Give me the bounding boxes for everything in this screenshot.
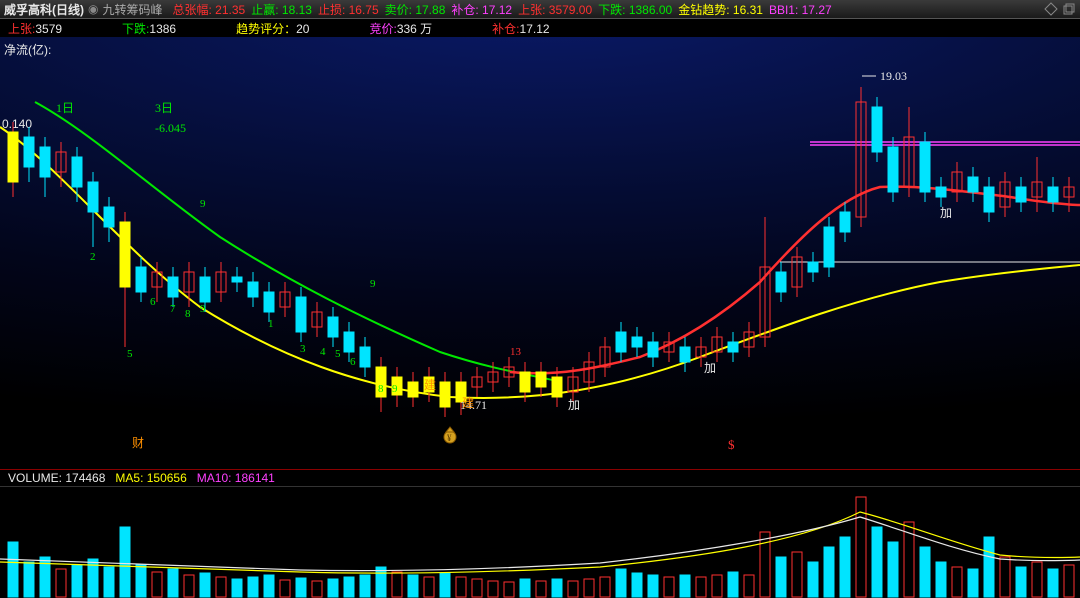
svg-text:1日: 1日	[56, 101, 74, 115]
svg-text:19.03: 19.03	[880, 69, 907, 83]
header-metric-value: 16.75	[345, 3, 378, 17]
header-metric-value: 17.88	[412, 3, 445, 17]
svg-text:建: 建	[462, 396, 474, 410]
header-metric-value: 1386.00	[626, 3, 673, 17]
header-metric-label: 卖价:	[385, 3, 412, 17]
svg-text:加: 加	[568, 398, 580, 412]
volume-header: VOLUME: 174468 MA5: 150656 MA10: 186141	[0, 469, 1080, 487]
svg-text:¥: ¥	[447, 433, 452, 443]
title-bar: 威孚高科(日线) ◉ 九转筹码峰 总张幅: 21.35止赢: 18.13止损: …	[0, 0, 1080, 19]
header-metric-label: 止损:	[318, 3, 345, 17]
indicator-name: 九转筹码峰	[102, 1, 162, 18]
svg-text:8: 8	[378, 383, 384, 395]
svg-text:加: 加	[940, 206, 952, 220]
header-metric-value: 3579.00	[545, 3, 592, 17]
svg-text:8: 8	[185, 308, 191, 320]
diamond-icon[interactable]	[1044, 2, 1058, 16]
sub-indicator-row: 上张:3579 下跌:1386 趋势评分：20 竞价:336 万 补仓:17.12	[0, 19, 1080, 37]
header-metric-value: 16.31	[730, 3, 763, 17]
svg-text:5: 5	[127, 348, 133, 360]
subrow-item: 趋势评分：20	[236, 20, 309, 37]
header-metric-label: 下跌:	[598, 3, 625, 17]
svg-text:加: 加	[704, 361, 716, 375]
header-metric-label: 总张幅:	[173, 3, 212, 17]
svg-text:4: 4	[320, 346, 326, 358]
dot-icon: ◉	[88, 2, 98, 16]
svg-text:5: 5	[335, 348, 341, 360]
header-metric-label: 止赢:	[251, 3, 278, 17]
subrow-item: 补仓:17.12	[492, 20, 549, 37]
subrow-item: 下跌:1386	[122, 20, 176, 37]
subrow-item: 竞价:336 万	[369, 20, 432, 37]
svg-text:6: 6	[150, 296, 156, 308]
subrow-item: 上张:3579	[8, 20, 62, 37]
svg-text:9: 9	[370, 278, 376, 290]
header-metric-label: 上张:	[518, 3, 545, 17]
svg-text:2: 2	[90, 251, 96, 263]
svg-text:$: $	[728, 437, 735, 452]
header-metric-label: 金钻趋势:	[678, 3, 729, 17]
volume-metric: MA5: 150656	[115, 471, 186, 485]
svg-text:9: 9	[392, 383, 398, 395]
svg-text:-6.045: -6.045	[155, 121, 186, 135]
main-candlestick-chart[interactable]: 净流(亿): 0.140 1日3日-6.04519.0314.71加加加建建财$…	[0, 37, 1080, 469]
svg-text:13: 13	[510, 346, 522, 358]
header-metric-label: BBI1:	[769, 3, 798, 17]
svg-text:1: 1	[268, 318, 274, 330]
svg-text:9: 9	[200, 198, 206, 210]
svg-text:3: 3	[300, 343, 306, 355]
stock-name: 威孚高科(日线)	[4, 1, 84, 18]
header-metric-value: 17.27	[798, 3, 831, 17]
volume-metric: VOLUME: 174468	[8, 471, 105, 485]
svg-text:建: 建	[424, 378, 436, 392]
volume-metric: MA10: 186141	[197, 471, 275, 485]
header-metric-value: 21.35	[212, 3, 245, 17]
restore-icon[interactable]	[1062, 2, 1076, 16]
header-metric-label: 补仓:	[451, 3, 478, 17]
header-metric-value: 17.12	[479, 3, 512, 17]
svg-text:财: 财	[132, 436, 144, 450]
svg-text:7: 7	[170, 303, 176, 315]
svg-text:3日: 3日	[155, 101, 173, 115]
volume-chart[interactable]	[0, 487, 1080, 598]
svg-text:6: 6	[350, 356, 356, 368]
header-metric-value: 18.13	[279, 3, 312, 17]
svg-text:9: 9	[200, 303, 206, 315]
